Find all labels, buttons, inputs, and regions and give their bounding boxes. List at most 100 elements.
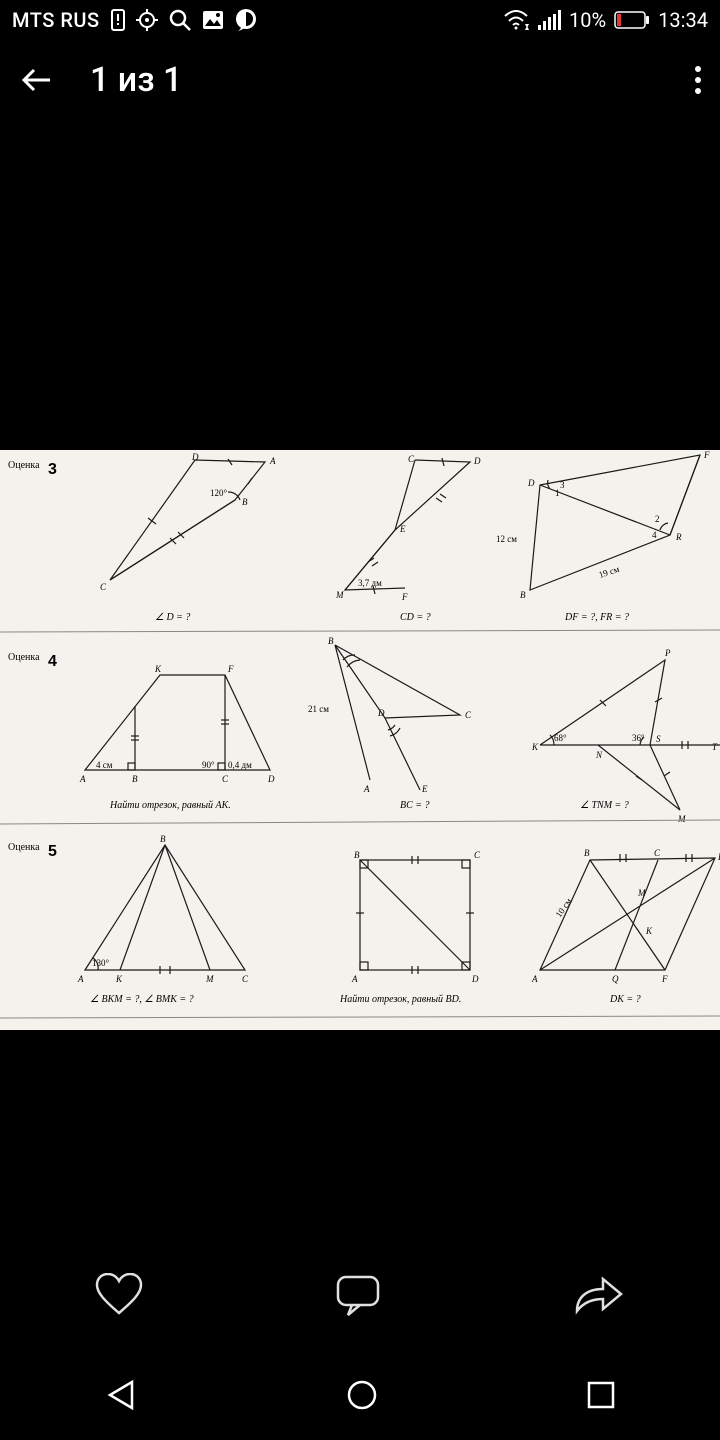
svg-text:M: M [677,814,686,824]
svg-text:D: D [377,708,385,718]
back-button[interactable] [18,62,54,98]
svg-text:A: A [79,774,86,784]
svg-text:B: B [584,848,590,858]
svg-text:CD = ?: CD = ? [400,612,431,623]
status-left: MTS RUS [12,8,258,32]
svg-text:B: B [328,636,334,646]
sim-alert-icon [110,9,126,31]
wifi-icon [503,10,529,30]
app-bar: 1 из 1 [0,40,720,120]
svg-text:3,7 дм: 3,7 дм [358,578,382,588]
svg-text:F: F [703,450,710,460]
svg-text:R: R [675,532,682,542]
svg-text:C: C [474,850,481,860]
system-nav [0,1350,720,1440]
carrier-label: MTS RUS [12,8,100,32]
more-button[interactable] [694,65,702,95]
nav-back[interactable] [104,1378,138,1412]
svg-text:A: A [363,784,370,794]
svg-text:∠ TNM = ?: ∠ TNM = ? [580,800,629,811]
nav-recent[interactable] [586,1380,616,1410]
svg-text:12 см: 12 см [496,534,517,544]
row-num: 3 [48,461,57,478]
svg-text:21 см: 21 см [308,704,329,714]
row-label: Оценка [8,460,40,471]
battery-icon [614,11,650,29]
svg-text:D: D [473,456,481,466]
svg-text:M: M [335,590,344,600]
row-label: Оценка [8,842,40,853]
svg-text:Q: Q [612,974,619,984]
svg-text:K: K [115,974,123,984]
chat-icon [234,8,258,32]
svg-text:∠ D = ?: ∠ D = ? [155,612,190,623]
svg-text:∠ BKM = ?, ∠ BMK = ?: ∠ BKM = ?, ∠ BMK = ? [90,994,194,1005]
svg-text:A: A [531,974,538,984]
svg-text:120°: 120° [210,488,228,498]
svg-text:E: E [399,524,406,534]
svg-text:K: K [154,664,162,674]
svg-text:C: C [654,848,661,858]
svg-text:90°: 90° [202,760,215,770]
svg-text:E: E [421,784,428,794]
location-icon [136,9,158,31]
svg-text:Найти отрезок, равный AK.: Найти отрезок, равный AK. [109,800,231,811]
svg-text:C: C [100,582,107,592]
svg-text:D: D [527,478,535,488]
svg-text:2: 2 [655,514,660,524]
svg-text:BC = ?: BC = ? [400,800,430,811]
svg-text:M: M [637,888,646,898]
svg-text:B: B [242,497,248,507]
signal-icon [537,10,561,30]
svg-text:C: C [222,774,229,784]
page-title: 1 из 1 [90,60,694,100]
worksheet-image: Оценка 3 D A B C 120° ∠ D = ? C D E M F [0,450,720,1030]
svg-text:D: D [267,774,275,784]
svg-text:0,4 дм: 0,4 дм [228,760,252,770]
svg-text:N: N [595,750,603,760]
svg-text:B: B [160,834,166,844]
like-button[interactable] [95,1273,143,1317]
svg-text:D: D [471,974,479,984]
svg-text:M: M [205,974,214,984]
search-icon [168,8,192,32]
comment-button[interactable] [334,1273,382,1317]
battery-percent: 10% [569,8,606,32]
svg-text:K: K [645,926,653,936]
svg-text:F: F [661,974,668,984]
svg-text:A: A [351,974,358,984]
svg-text:68°: 68° [554,733,567,743]
svg-text:B: B [520,590,526,600]
svg-text:F: F [227,664,234,674]
svg-text:A: A [77,974,84,984]
svg-text:B: B [132,774,138,784]
svg-text:K: K [531,742,539,752]
image-icon [202,10,224,30]
status-bar: MTS RUS 10% 13:34 [0,0,720,40]
social-actions [0,1250,720,1340]
clock: 13:34 [658,8,708,32]
svg-text:4: 4 [652,530,657,540]
svg-text:D: D [191,452,199,462]
row-num: 5 [48,843,57,860]
svg-text:C: C [408,454,415,464]
row-num: 4 [48,653,57,670]
svg-text:A: A [269,456,276,466]
svg-text:3: 3 [560,480,565,490]
svg-text:C: C [242,974,249,984]
svg-text:Найти отрезок, равный BD.: Найти отрезок, равный BD. [339,994,461,1005]
row-label: Оценка [8,652,40,663]
svg-text:4 см: 4 см [96,760,113,770]
svg-text:F: F [401,592,408,602]
photo-content[interactable]: Оценка 3 D A B C 120° ∠ D = ? C D E M F [0,450,720,1030]
svg-text:C: C [465,710,472,720]
svg-text:DF = ?, FR = ?: DF = ?, FR = ? [564,612,629,623]
status-right: 10% 13:34 [503,8,708,32]
svg-text:P: P [664,648,671,658]
svg-text:DK = ?: DK = ? [609,994,641,1005]
svg-text:S: S [656,734,661,744]
svg-text:B: B [354,850,360,860]
svg-text:1: 1 [555,488,560,498]
nav-home[interactable] [345,1378,379,1412]
share-button[interactable] [573,1275,625,1315]
